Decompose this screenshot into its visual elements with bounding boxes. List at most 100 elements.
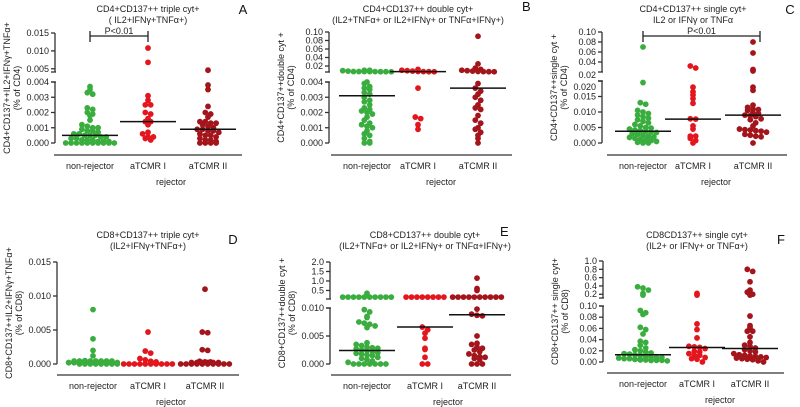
data-point-atcmr-ii [739, 355, 745, 362]
data-point-atcmr-ii [207, 140, 214, 146]
data-point-non-rejector [364, 109, 370, 116]
data-point-atcmr-ii [758, 115, 764, 122]
y-tick-label: 0.08 [579, 312, 597, 322]
data-point-atcmr-ii [468, 341, 475, 348]
data-point-atcmr-ii [750, 87, 756, 94]
data-point-non-rejector [62, 140, 69, 146]
data-point-atcmr-i [153, 361, 160, 367]
data-point-atcmr-ii [742, 131, 748, 138]
data-point-atcmr-ii [744, 266, 751, 273]
data-point-non-rejector [632, 121, 638, 128]
data-point-non-rejector [73, 140, 80, 146]
data-point-atcmr-ii [479, 312, 486, 319]
x-tick-label: non-rejector [343, 161, 391, 171]
x-tick-label: non-rejector [619, 161, 667, 171]
data-point-atcmr-ii [199, 121, 206, 128]
data-point-atcmr-i [415, 121, 421, 128]
data-point-non-rejector [374, 349, 381, 356]
y-axis-label: CD8+CD137++double cyt + [277, 258, 287, 369]
data-point-non-rejector [372, 361, 378, 367]
x-axis-label: rejector [156, 177, 186, 187]
data-point-atcmr-i [702, 345, 708, 352]
data-point-atcmr-ii [458, 67, 465, 74]
data-point-atcmr-i [412, 114, 419, 120]
x-tick-label: non-rejector [66, 161, 114, 171]
data-point-atcmr-i [690, 100, 696, 107]
data-point-non-rejector [356, 319, 362, 325]
data-point-non-rejector [89, 91, 96, 98]
data-point-atcmr-ii [188, 359, 195, 366]
data-point-atcmr-ii [477, 106, 484, 113]
data-point-non-rejector [358, 351, 365, 357]
y-axis-label: (% of CD8) [560, 289, 570, 334]
data-point-non-rejector [645, 119, 652, 126]
data-point-atcmr-ii [476, 294, 483, 301]
data-point-atcmr-ii [464, 67, 471, 74]
data-point-non-rejector [383, 294, 389, 301]
data-point-non-rejector [369, 352, 376, 359]
data-point-atcmr-i [415, 126, 421, 133]
y-tick-label: 0.6 [584, 273, 597, 283]
y-axis-label: CD4+CD137++IL2+IFNγ+TNFα+ [2, 22, 12, 154]
data-point-non-rejector [356, 294, 362, 301]
panel-title: CD4+CD137++ single cyt+ [639, 4, 746, 14]
data-point-atcmr-i [126, 361, 132, 367]
y-tick-label: 0.004 [300, 77, 323, 87]
data-point-atcmr-i [142, 101, 149, 108]
data-point-non-rejector [65, 359, 72, 366]
data-point-non-rejector [366, 86, 373, 93]
data-point-non-rejector [640, 44, 646, 50]
data-point-atcmr-i [147, 111, 154, 117]
data-point-atcmr-i [142, 109, 149, 116]
data-point-atcmr-ii [205, 86, 211, 93]
data-point-atcmr-i [694, 292, 700, 298]
data-point-atcmr-i [408, 294, 415, 301]
y-tick-label: 0.04 [305, 53, 323, 63]
y-tick-label: 0.010 [301, 303, 324, 313]
data-point-atcmr-i [690, 95, 696, 102]
data-point-atcmr-ii [472, 94, 479, 101]
data-point-non-rejector [350, 68, 357, 75]
data-point-atcmr-ii [474, 333, 480, 339]
data-point-non-rejector [109, 358, 115, 364]
data-point-non-rejector [361, 130, 368, 137]
data-point-non-rejector [640, 118, 646, 125]
panel-title: CD4+CD137++ triple cyt+ [96, 4, 199, 14]
panel-title: (IL2+TNFα+ or IL2+IFNγ+ or TNFα+IFNγ+) [332, 15, 504, 25]
data-point-non-rejector [361, 85, 368, 91]
data-point-non-rejector [640, 292, 646, 298]
data-point-non-rejector [364, 292, 370, 299]
data-point-atcmr-i [145, 121, 151, 128]
data-point-non-rejector [361, 80, 368, 87]
y-tick-label: 0.000 [573, 138, 596, 148]
y-tick-label: 1.5 [311, 266, 324, 276]
data-point-atcmr-ii [474, 275, 480, 282]
data-point-non-rejector [634, 139, 641, 146]
data-point-non-rejector [353, 350, 360, 357]
y-tick-label: 0.005 [28, 325, 51, 335]
panel-letter: E [500, 224, 509, 239]
data-point-non-rejector [634, 283, 641, 290]
x-tick-label: aTCMR I [679, 379, 715, 389]
y-tick-label: 0.003 [300, 92, 323, 102]
y-tick-label: 0.04 [578, 57, 596, 67]
panel-letter: D [228, 232, 237, 247]
data-point-atcmr-ii [475, 112, 481, 119]
data-point-atcmr-i [694, 335, 700, 341]
data-point-atcmr-ii [741, 346, 748, 353]
data-point-non-rejector [106, 140, 112, 146]
data-point-atcmr-ii [221, 361, 227, 367]
data-point-non-rejector [364, 123, 370, 130]
data-point-atcmr-ii [449, 294, 456, 301]
data-point-non-rejector [353, 341, 360, 348]
data-point-atcmr-i [404, 67, 411, 74]
panel-title: CD8CD137++ single cyt+ [646, 230, 748, 240]
data-point-atcmr-ii [749, 268, 756, 275]
data-point-atcmr-i [137, 355, 143, 362]
data-point-non-rejector [377, 361, 384, 367]
panel-c: CD4+CD137++ single cyt+IL2 or IFNγ or TN… [549, 2, 795, 187]
x-axis-label: rejector [156, 397, 186, 407]
data-point-atcmr-i [441, 294, 447, 301]
data-point-non-rejector [642, 349, 649, 355]
data-point-non-rejector [642, 357, 649, 363]
